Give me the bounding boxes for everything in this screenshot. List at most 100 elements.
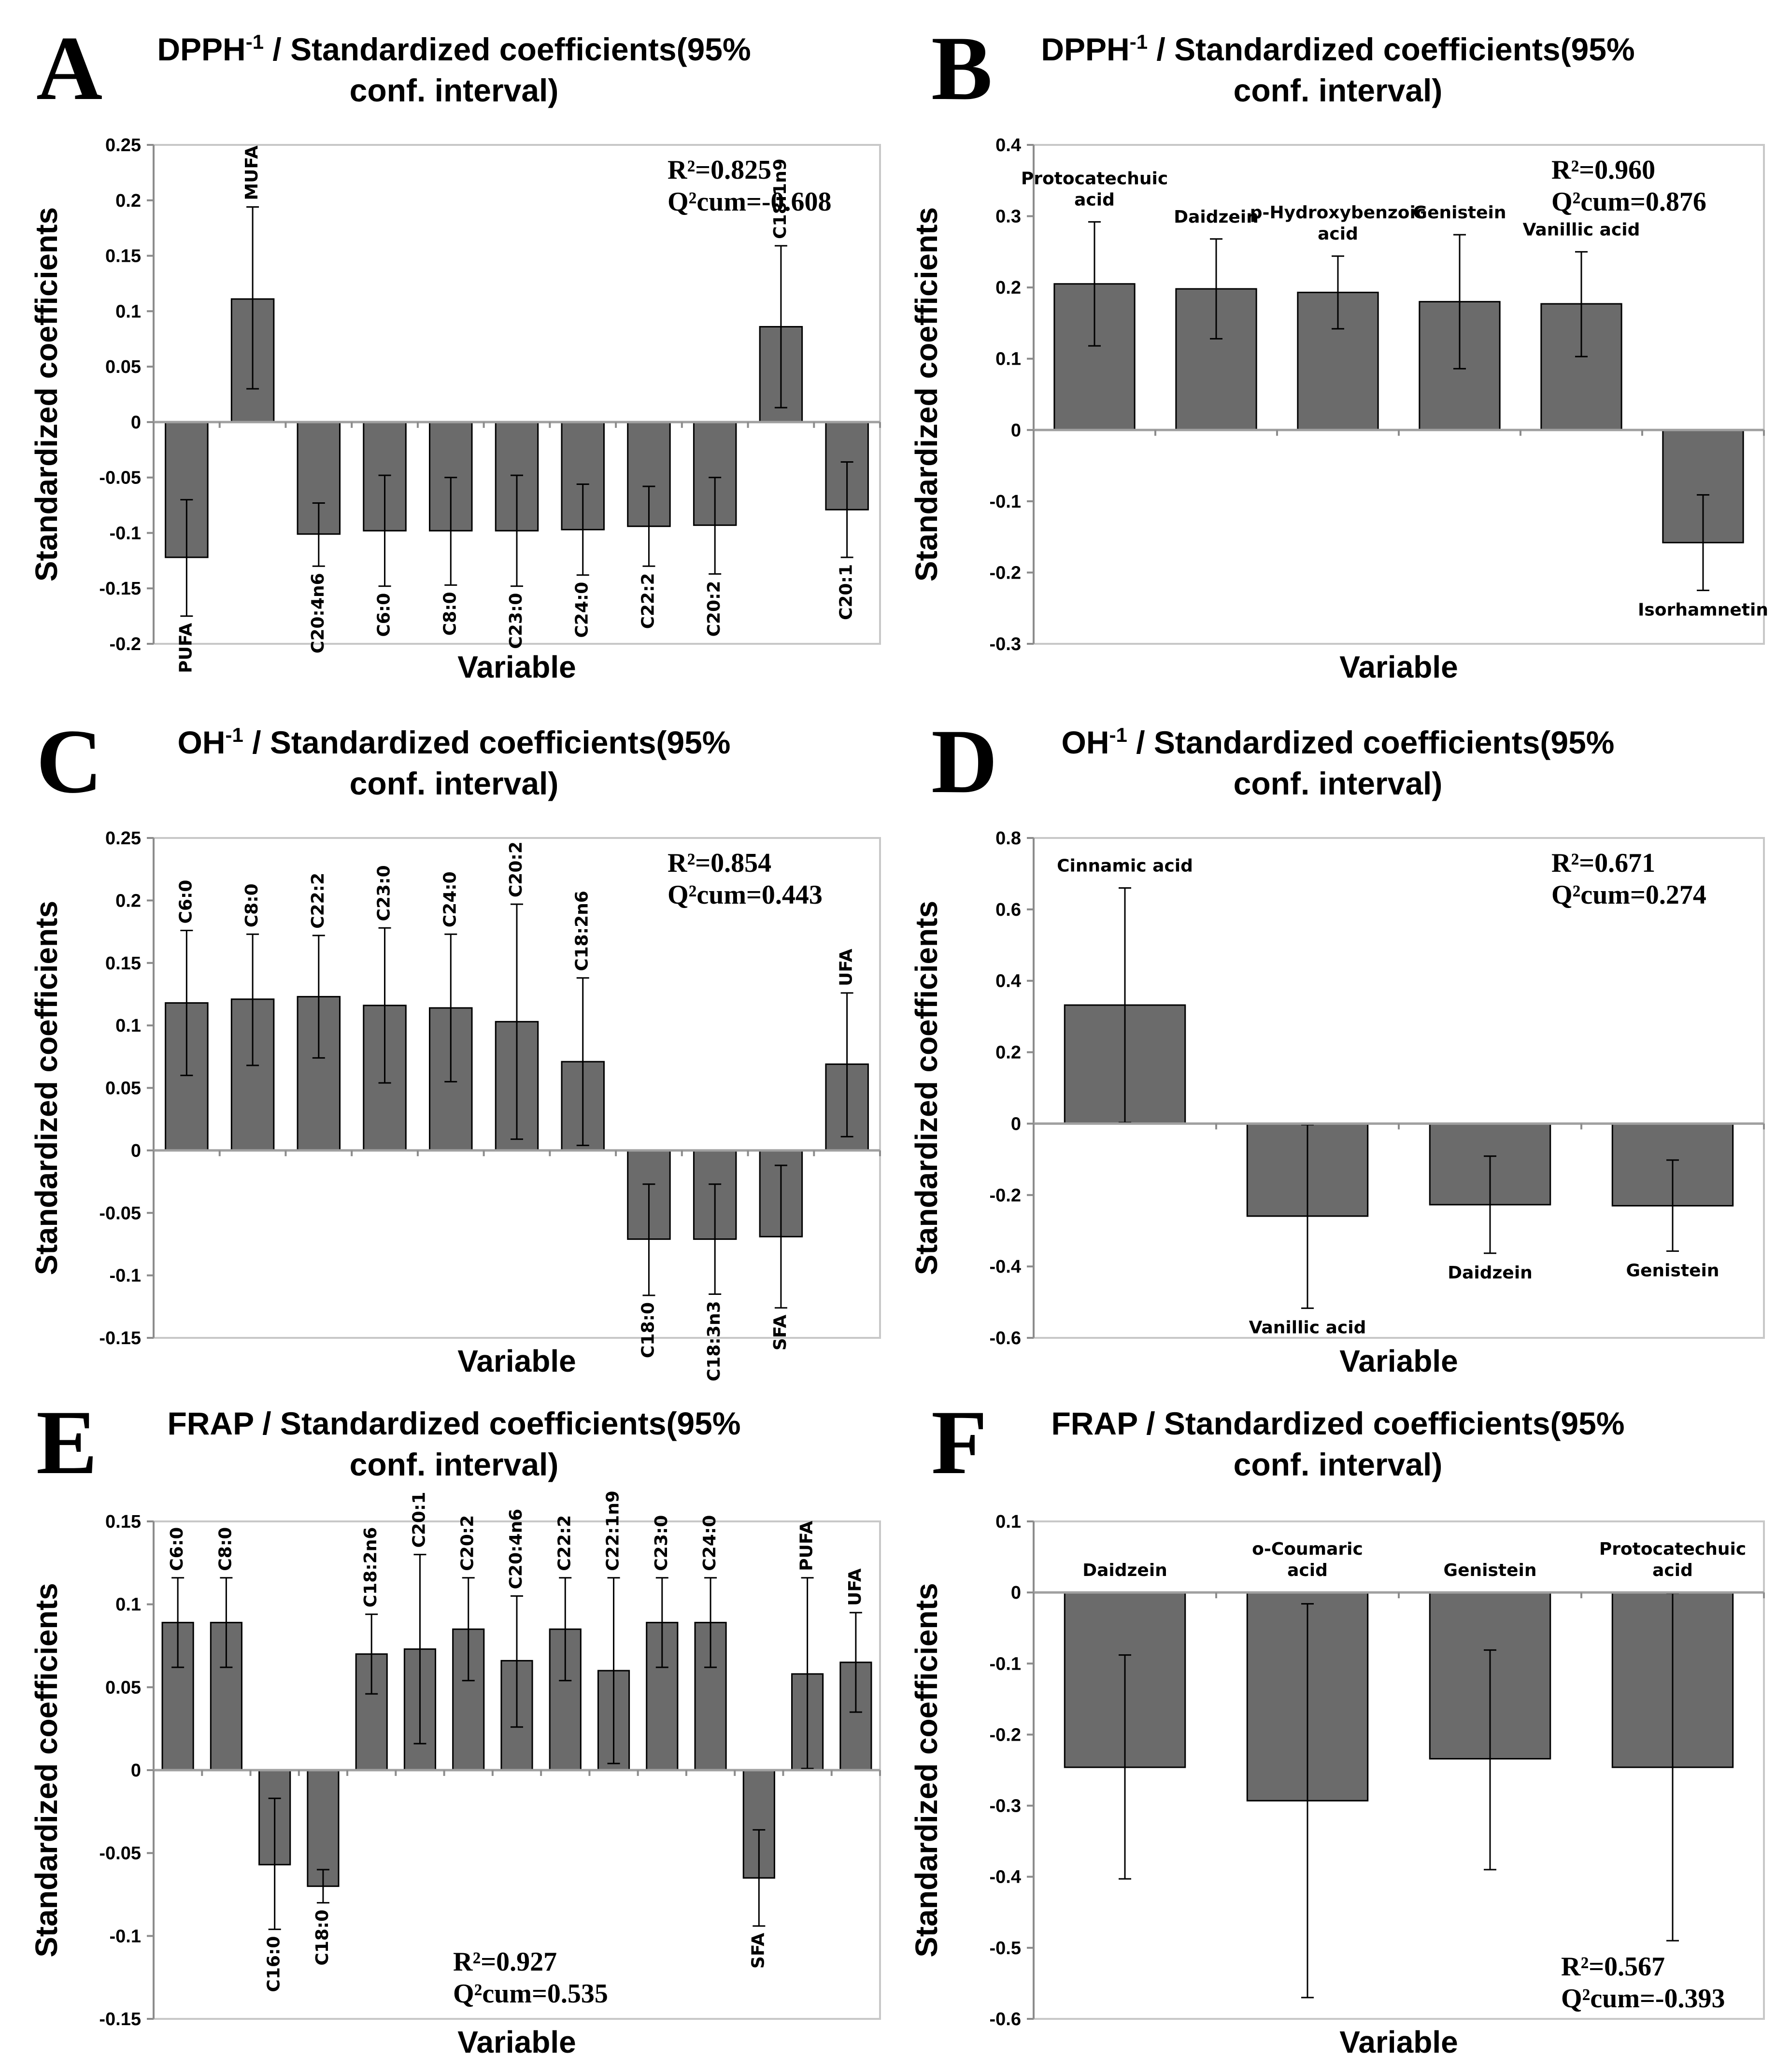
panel-a-x-axis-title: Variable (457, 650, 576, 684)
panel-f-ytick-label: -0.6 (990, 2009, 1021, 2029)
bar-c18-0 (307, 1769, 340, 1887)
panel-b-ytick-label: -0.1 (990, 492, 1021, 512)
panel-b-ytick-label: 0.1 (995, 349, 1021, 369)
bar-label-vanillic-acid: Vanillic acid (1249, 1318, 1366, 1338)
bar-label-pufa: PUFA (176, 623, 196, 673)
panel-f-letter: F (931, 1392, 987, 1493)
bar-label-mufa: MUFA (242, 145, 262, 200)
bar-label-sfa: SFA (748, 1933, 768, 1969)
panel-d-title-rest: / Standardized coefficients(95% (1127, 724, 1615, 760)
bar-label-c20-2: C20:2 (506, 841, 526, 897)
bar-label-c20-1: C20:1 (409, 1492, 429, 1548)
bar-label-cinnamic-acid: Cinnamic acid (1057, 856, 1193, 876)
panel-a: A DPPH-1 / Standardized coefficients(95% c… (29, 18, 881, 684)
panel-f-ytick-label: 0.1 (995, 1512, 1021, 1532)
panel-b-r2-stat: R²=0.960 (1551, 155, 1655, 185)
bar-label-c16-0: C16:0 (264, 1936, 284, 1992)
bar-label-c6-0: C6:0 (167, 1527, 187, 1571)
panel-c-title-superscript: -1 (226, 724, 243, 746)
panel-d-title-line1: OH-1 / Standardized coefficients(95% (1062, 724, 1615, 760)
panel-b-title-line2: conf. interval) (1234, 72, 1443, 108)
bar-label-protocatechuic-acid-line2: acid (1074, 190, 1115, 210)
panel-c-x-axis-title: Variable (457, 1344, 576, 1378)
panel-d-q2-stat: Q²cum=0.274 (1551, 880, 1706, 910)
panel-e-y-axis-title: Standardized coefficients (29, 1583, 64, 1957)
bar-label-ufa: UFA (837, 949, 856, 986)
panel-d-title-superscript: -1 (1109, 724, 1127, 746)
panel-b-x-axis-title: Variable (1339, 650, 1458, 684)
panel-d-title-line2: conf. interval) (1234, 766, 1443, 801)
bar-label-sfa: SFA (770, 1315, 790, 1350)
panel-e-ytick-label: 0.05 (105, 1677, 141, 1698)
bar-label-c18-3n3: C18:3n3 (704, 1301, 724, 1381)
bar-label-isorhamnetin: Isorhamnetin (1638, 600, 1768, 620)
panel-e-q2-stat: Q²cum=0.535 (453, 1979, 608, 2009)
bar-label-daidzein: Daidzein (1082, 1561, 1167, 1580)
bar-label-c6-0: C6:0 (374, 593, 394, 637)
bar-label-c23-0: C23:0 (374, 865, 394, 921)
bar-label-protocatechuic-acid: Protocatechuic (1021, 169, 1168, 188)
panel-e-ytick-label: -0.05 (99, 1844, 141, 1864)
bar-label-genistein: Genistein (1444, 1561, 1537, 1580)
panel-a-y-axis-title: Standardized coefficients (29, 207, 64, 582)
bar-label-c20-4n6: C20:4n6 (506, 1509, 526, 1589)
panel-c-title-metric: OH (178, 724, 226, 760)
panel-a-ytick-label: 0.25 (105, 135, 141, 156)
panel-c-ytick-label: -0.1 (110, 1266, 141, 1286)
panel-c-ytick-label: 0.05 (105, 1079, 141, 1099)
panel-b-title-superscript: -1 (1130, 30, 1148, 53)
panel-e-ytick-label: 0 (131, 1760, 141, 1781)
panel-c-title-line2: conf. interval) (350, 766, 559, 801)
panel-f-ytick-label: -0.1 (990, 1654, 1021, 1674)
panel-f-title-line2: conf. interval) (1234, 1447, 1443, 1482)
panel-a-q2-stat: Q²cum=-0.608 (668, 187, 832, 217)
bar-label-c20-1: C20:1 (837, 564, 856, 620)
panel-d-ytick-label: 0.8 (995, 828, 1021, 849)
panel-d-ytick-label: 0.4 (995, 971, 1021, 992)
bar-label-daidzein: Daidzein (1448, 1263, 1533, 1283)
bar-label-c22-2: C22:2 (638, 573, 658, 629)
bar-label-c22-2: C22:2 (308, 873, 328, 929)
panel-a-letter: A (36, 18, 102, 119)
bar-label-c22-2: C22:2 (554, 1515, 574, 1571)
panel-c-ytick-label: 0.15 (105, 953, 141, 974)
panel-c-letter: C (36, 711, 102, 812)
panel-f-ytick-label: -0.5 (990, 1938, 1021, 1958)
bar-label-c8-0: C8:0 (242, 883, 262, 927)
bar-label-c18-2n6: C18:2n6 (361, 1527, 381, 1608)
bar-label-c20-2: C20:2 (458, 1515, 478, 1571)
panel-d-ytick-label: 0.2 (995, 1043, 1021, 1063)
bar-label-genistein: Genistein (1626, 1261, 1719, 1280)
bar-label-daidzein: Daidzein (1174, 207, 1259, 227)
panel-e: E FRAP / Standardized coefficients(95% con… (29, 1392, 881, 2059)
panel-a-ytick-label: -0.2 (110, 634, 141, 654)
bar-label-c20-2: C20:2 (704, 581, 724, 637)
bar-label-vanillic-acid: Vanillic acid (1523, 220, 1640, 240)
panel-b-title-rest: / Standardized coefficients(95% (1148, 31, 1635, 67)
bar-label-protocatechuic-acid-line2: acid (1652, 1561, 1693, 1580)
panel-d-ytick-label: 0.6 (995, 900, 1021, 920)
panel-c-ytick-label: 0.2 (115, 891, 141, 911)
panel-a-ytick-label: -0.05 (99, 468, 141, 488)
panel-d-ytick-label: 0 (1011, 1114, 1021, 1134)
panel-e-ytick-label: 0.1 (115, 1595, 141, 1615)
bar-label-c20-4n6: C20:4n6 (308, 573, 328, 653)
panel-d-x-axis-title: Variable (1339, 1344, 1458, 1378)
panel-e-letter: E (36, 1392, 98, 1493)
panel-f-q2-stat: Q²cum=-0.393 (1561, 1984, 1725, 2014)
panel-f-r2-stat: R²=0.567 (1561, 1952, 1665, 1982)
bar-label-protocatechuic-acid: Protocatechuic (1599, 1539, 1746, 1559)
bar-label-c18-0: C18:0 (638, 1302, 658, 1358)
panel-e-title-line2: conf. interval) (350, 1447, 559, 1482)
bar-label-pufa: PUFA (797, 1521, 817, 1571)
bar-label-c24-0: C24:0 (440, 871, 460, 927)
panel-c-y-axis-title: Standardized coefficients (29, 901, 64, 1275)
panel-f: F FRAP / Standardized coefficients(95% con… (909, 1392, 1765, 2059)
panel-c: C OH-1 / Standardized coefficients(95% con… (29, 711, 881, 1381)
panel-e-r2-stat: R²=0.927 (453, 1947, 557, 1977)
panel-d-y-axis-title: Standardized coefficients (909, 901, 944, 1275)
bar-label-p-hydroxybenzoic-acid: p-Hydroxybenzoic (1250, 203, 1426, 223)
panel-f-ytick-label: 0 (1011, 1583, 1021, 1603)
bar-label-c8-0: C8:0 (215, 1527, 235, 1571)
